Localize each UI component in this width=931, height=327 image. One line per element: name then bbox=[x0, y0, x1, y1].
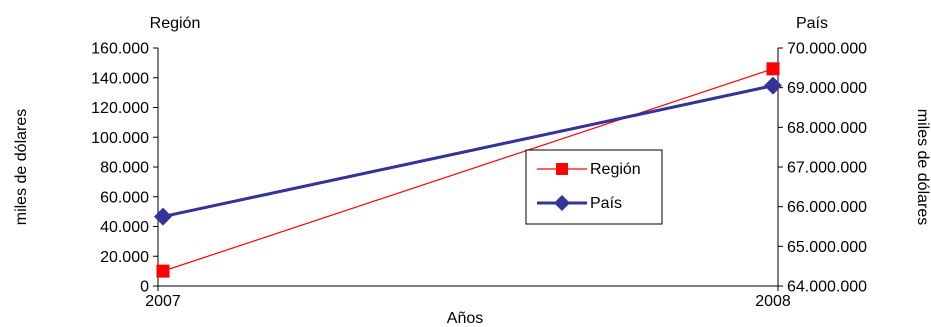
series-layer bbox=[154, 62, 782, 278]
legend-box bbox=[525, 149, 663, 225]
x-axis-label: Años bbox=[447, 310, 483, 327]
series-line-region bbox=[162, 68, 774, 272]
left-tick-label: 0 bbox=[140, 279, 149, 296]
legend-marker-pais-icon bbox=[554, 195, 570, 211]
right-tick-label: 67.000.000 bbox=[787, 160, 867, 177]
data-point-region bbox=[156, 264, 170, 278]
right-axis-label: miles de dólares bbox=[914, 109, 931, 226]
x-tick-label: 2007 bbox=[145, 293, 181, 310]
right-tick-label: 69.000.000 bbox=[787, 80, 867, 97]
right-tick-label: 65.000.000 bbox=[787, 239, 867, 256]
right-axis-title: País bbox=[796, 15, 828, 32]
left-tick-label: 140.000 bbox=[91, 70, 149, 87]
left-tick-label: 100.000 bbox=[91, 130, 149, 147]
right-tick-label: 66.000.000 bbox=[787, 199, 867, 216]
left-axis-ticks: 0 20.000 40.000 60.000 80.000 100.000 120.000 1… bbox=[91, 41, 158, 296]
data-point-pais bbox=[764, 76, 782, 95]
legend-label-region: Región bbox=[590, 161, 641, 178]
left-tick-label: 20.000 bbox=[100, 249, 149, 266]
legend-marker-region-icon bbox=[556, 163, 568, 175]
left-tick-label: 80.000 bbox=[100, 160, 149, 177]
data-point-pais bbox=[154, 207, 172, 226]
left-axis-title: Región bbox=[150, 15, 201, 32]
right-axis-ticks: 64.000.000 65.000.000 66.000.000 67.000.000… bbox=[778, 41, 867, 296]
legend-label-pais: País bbox=[590, 195, 622, 212]
right-tick-label: 70.000.000 bbox=[787, 41, 867, 58]
right-tick-label: 68.000.000 bbox=[787, 120, 867, 137]
data-point-region bbox=[766, 62, 780, 76]
left-tick-label: 40.000 bbox=[100, 219, 149, 236]
left-tick-label: 160.000 bbox=[91, 41, 149, 58]
series-line-pais bbox=[162, 84, 774, 219]
x-axis-ticks: 2007 2008 bbox=[145, 286, 791, 310]
right-tick-label: 64.000.000 bbox=[787, 279, 867, 296]
left-axis-label: miles de dólares bbox=[13, 109, 30, 226]
x-tick-label: 2008 bbox=[755, 293, 791, 310]
left-tick-label: 60.000 bbox=[100, 189, 149, 206]
left-tick-label: 120.000 bbox=[91, 100, 149, 117]
legend: Región País bbox=[525, 149, 663, 225]
